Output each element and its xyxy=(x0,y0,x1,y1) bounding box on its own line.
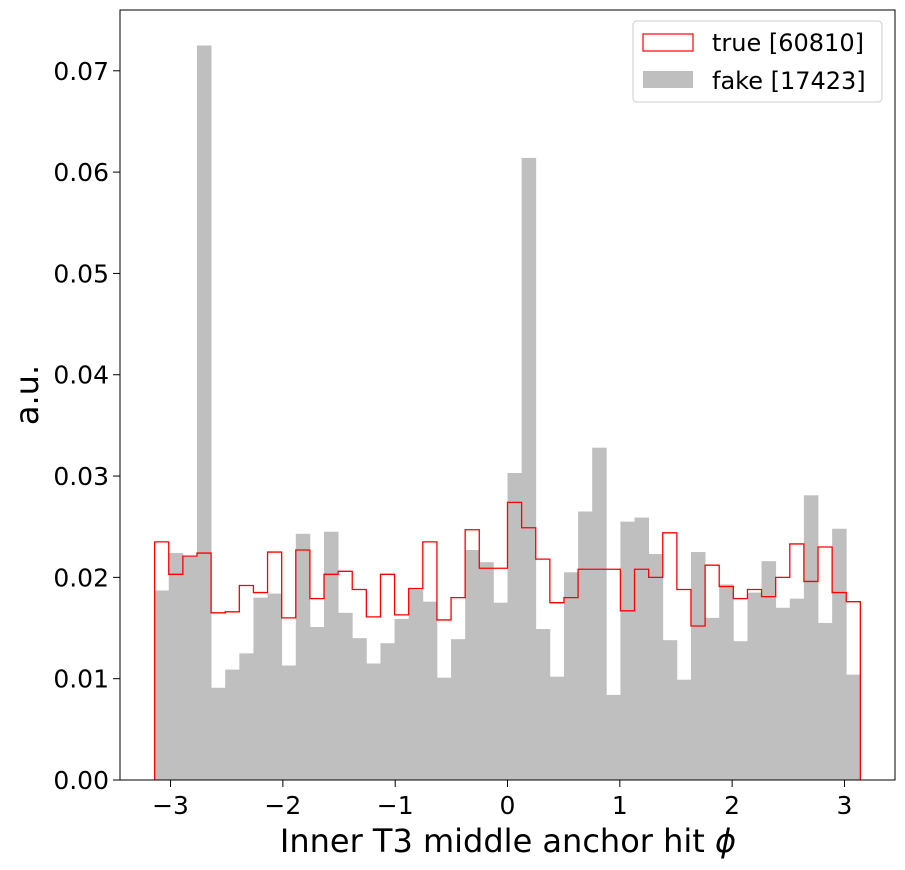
legend-true-label: true [60810] xyxy=(712,29,864,57)
fake-bar xyxy=(479,562,494,780)
x-tick-label: 2 xyxy=(724,791,740,820)
fake-bar xyxy=(366,663,381,780)
fake-bar xyxy=(267,593,283,780)
fake-bar xyxy=(281,665,297,780)
fake-bar xyxy=(789,598,805,780)
fake-bar xyxy=(196,45,212,781)
x-tick-label: 0 xyxy=(500,791,516,820)
y-tick-label: 0.03 xyxy=(53,462,109,491)
legend: true [60810] fake [17423] xyxy=(632,20,883,103)
fake-bar xyxy=(775,607,791,780)
x-axis-label: Inner T3 middle anchor hit ϕ xyxy=(280,822,736,860)
fake-bar xyxy=(380,643,395,780)
y-tick-label: 0.00 xyxy=(53,766,109,795)
x-tick-label: −2 xyxy=(264,791,301,820)
fake-bar xyxy=(662,640,678,780)
x-axis-label-symbol: ϕ xyxy=(715,822,736,860)
fake-bar xyxy=(239,653,254,780)
fake-bar xyxy=(225,669,240,780)
fake-bar xyxy=(578,511,593,780)
fake-bar xyxy=(733,641,748,780)
fake-bar xyxy=(549,676,565,780)
fake-bar xyxy=(451,639,466,780)
fake-bar xyxy=(620,521,635,780)
fake-bar xyxy=(465,550,480,780)
fake-bar xyxy=(648,554,664,780)
y-tick-label: 0.04 xyxy=(53,361,109,390)
legend-fake-label: fake [17423] xyxy=(712,67,866,95)
fake-bar xyxy=(634,517,650,780)
fake-bar xyxy=(563,572,579,780)
fake-bar xyxy=(592,447,607,780)
fake-bar xyxy=(253,597,268,780)
fake-bar xyxy=(436,677,452,780)
fake-bar xyxy=(535,629,551,780)
fake-bar xyxy=(521,157,537,781)
fake-bar xyxy=(493,602,508,780)
y-tick-label: 0.05 xyxy=(53,259,109,288)
fake-bar xyxy=(676,679,692,780)
fake-bar xyxy=(394,618,410,780)
fake-bar xyxy=(719,584,734,780)
x-axis-ticks: −3 −2 −1 0 1 2 3 xyxy=(152,780,852,820)
fake-bar xyxy=(705,617,720,780)
x-tick-label: 3 xyxy=(837,791,853,820)
fake-bar xyxy=(846,674,861,780)
y-tick-label: 0.02 xyxy=(53,563,109,592)
fake-bar xyxy=(507,473,523,780)
legend-true-swatch xyxy=(642,33,694,52)
fake-bar xyxy=(309,627,325,780)
fake-bar xyxy=(324,531,339,780)
fake-bar xyxy=(295,533,311,780)
y-axis-label: a.u. xyxy=(8,365,46,425)
fake-bar xyxy=(168,553,184,780)
y-tick-label: 0.06 xyxy=(53,158,109,187)
fake-bar xyxy=(690,552,706,780)
x-tick-label: 1 xyxy=(612,791,628,820)
fake-bar xyxy=(803,495,819,780)
legend-fake-swatch xyxy=(643,71,693,88)
fake-bar xyxy=(761,561,777,780)
y-tick-label: 0.07 xyxy=(53,57,109,86)
y-tick-label: 0.01 xyxy=(53,665,109,694)
y-axis-ticks: 0.00 0.01 0.02 0.03 0.04 0.05 0.06 0.07 xyxy=(53,57,120,795)
fake-bar xyxy=(338,612,353,780)
fake-bar xyxy=(422,601,438,780)
fake-bar xyxy=(606,694,621,780)
fake-bar xyxy=(352,638,367,780)
fake-histogram-bars xyxy=(154,45,861,781)
true-histogram-step xyxy=(153,501,862,780)
legend-box xyxy=(632,20,883,103)
fake-bar xyxy=(211,687,226,780)
fake-bar xyxy=(832,528,847,780)
fake-bar xyxy=(747,592,762,780)
fake-bar xyxy=(408,589,424,780)
fake-bar xyxy=(154,590,170,780)
x-tick-label: −3 xyxy=(152,791,189,820)
fake-bar xyxy=(818,622,833,780)
true-step-line xyxy=(153,501,862,780)
x-tick-label: −1 xyxy=(377,791,414,820)
fake-bar xyxy=(182,557,198,780)
